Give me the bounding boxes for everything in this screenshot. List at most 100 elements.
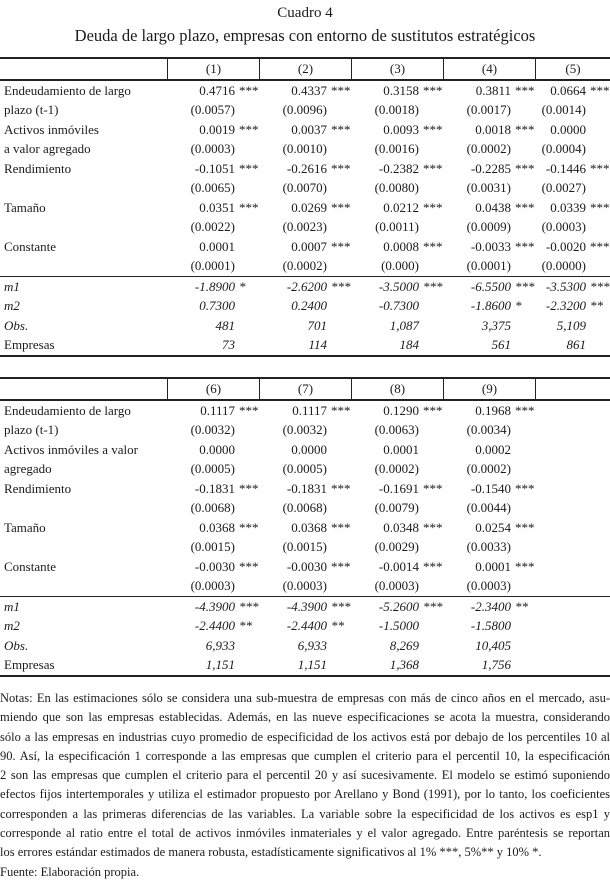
data-cell: -0.1051 *** [167,161,259,177]
significance-stars: *** [515,480,535,496]
cell-value: (0.0009) [466,219,511,235]
cell-value: (0.0003) [541,219,586,235]
data-cell: (0.0032) [259,422,351,438]
cell-value: 0.1117 [200,402,235,418]
coef-row: Activos inmóviles 0.0019 *** 0.0037 *** 0.009… [0,120,610,140]
coef-row: Rendimiento -0.1831 *** -0.1831 *** -0.1691 **… [0,479,610,499]
cell-value: (0.0032) [282,422,327,438]
significance-stars: *** [515,558,535,574]
significance-stars: *** [331,160,351,176]
cell-value: (0.0002) [466,461,511,477]
cell-value: (0.0065) [190,180,235,196]
data-cell: (0.0027) [535,180,610,196]
data-cell: 0.0348 *** [351,520,443,536]
row-label: m1 [4,598,20,614]
cell-value: (0.0068) [282,500,327,516]
data-cell: -2.4400 ** [259,618,351,634]
cell-value: 0.0001 [475,558,511,574]
data-cell: -4.3900 *** [167,599,259,615]
cell-value: 0.0269 [291,199,327,215]
cell-value: 0.4337 [291,82,327,98]
regression-panel-2: (6) (7) (8) (9) Endeudamiento de largo 0.1117… [0,377,610,677]
cell-value: 0.0212 [383,199,419,215]
data-cell: (0.0002) [443,461,535,477]
cell-value: 0.0339 [550,199,586,215]
data-cell: -3.5300 *** [535,279,610,295]
significance-stars: *** [331,558,351,574]
significance-stars: *** [515,121,535,137]
significance-stars: *** [239,121,259,137]
cell-value: -0.2285 [470,160,511,176]
cell-value: (0.0001) [190,258,235,274]
data-cell: -0.0020 *** [535,239,610,255]
significance-stars: *** [331,238,351,254]
coef-row: Rendimiento -0.1051 *** -0.2616 *** -0.2382 **… [0,159,610,179]
significance-stars: *** [239,480,259,496]
cell-value: 0.0438 [475,199,511,215]
significance-stars: *** [239,558,259,574]
data-cell: (0.0011) [351,219,443,235]
cell-value: (0.0032) [190,422,235,438]
cell-value: -2.6200 [286,278,327,294]
notes-line: Notas: En las estimaciones sólo se consi… [0,691,610,705]
stat-row: m1 -4.3900 *** -4.3900 *** -5.2600 *** -2.3400 *… [0,597,610,617]
data-cell: (0.0079) [351,500,443,516]
cell-value: (0.0044) [466,500,511,516]
row-label: m2 [4,298,20,314]
cell-value: -3.5000 [378,278,419,294]
data-cell: 481 [167,318,259,334]
data-cell: (0.0001) [443,258,535,274]
data-cell: 0.4716 *** [167,83,259,99]
data-cell: (0.0002) [259,258,351,274]
significance-stars: *** [590,199,610,215]
data-cell: 5,109 [535,318,610,334]
data-cell: (0.0023) [259,219,351,235]
data-cell: (0.0003) [259,578,351,594]
cell-value: -0.7300 [378,298,419,314]
row-label: Endeudamiento de largo [4,82,131,98]
data-cell: 1,756 [443,657,535,673]
cell-value: (0.0031) [466,180,511,196]
significance-stars: *** [331,82,351,98]
data-cell: (0.0070) [259,180,351,196]
coef-row: (0.0015) (0.0015) (0.0029) (0.0033) [0,538,610,558]
significance-stars: *** [590,238,610,254]
data-cell: -0.7300 [351,298,443,314]
significance-stars: ** [515,598,528,614]
data-cell: (0.0015) [259,539,351,555]
cell-value: 1,151 [205,657,235,673]
cell-value: 0.0000 [550,121,586,137]
column-header: (8) [351,379,443,399]
significance-stars: *** [515,199,535,215]
data-cell: 0.1117 *** [259,403,351,419]
data-cell: (0.0000) [535,258,610,274]
cell-value: 1,087 [389,317,419,333]
row-label: agregado [4,461,52,477]
data-cell: -0.0030 *** [259,559,351,575]
significance-stars: *** [331,480,351,496]
significance-stars: *** [239,598,259,614]
data-cell: 8,269 [351,638,443,654]
data-cell: -0.1691 *** [351,481,443,497]
significance-stars: ** [590,298,603,314]
cell-value: 0.0254 [475,519,511,535]
coef-row: Activos inmóviles a valor 0.0000 0.0000 0.0… [0,440,610,460]
significance-stars: *** [239,519,259,535]
cell-value: (0.0002) [282,258,327,274]
cell-value: (0.0079) [374,500,419,516]
significance-stars: *** [515,278,535,294]
cell-value: 0.3158 [383,82,419,98]
row-label: Rendimiento [4,480,72,496]
data-cell: 0.0008 *** [351,239,443,255]
data-cell: (0.0014) [535,102,610,118]
header-blank-cell [535,379,610,399]
cell-value: (0.0002) [466,141,511,157]
cell-value: -0.2382 [378,160,419,176]
data-cell: -1.5800 [443,618,535,634]
data-cell: -6.5500 *** [443,279,535,295]
data-cell: 1,087 [351,318,443,334]
data-cell: (0.0009) [443,219,535,235]
cell-value: (0.0002) [374,461,419,477]
stat-row: Empresas 1,151 1,151 1,368 1,756 [0,656,610,676]
